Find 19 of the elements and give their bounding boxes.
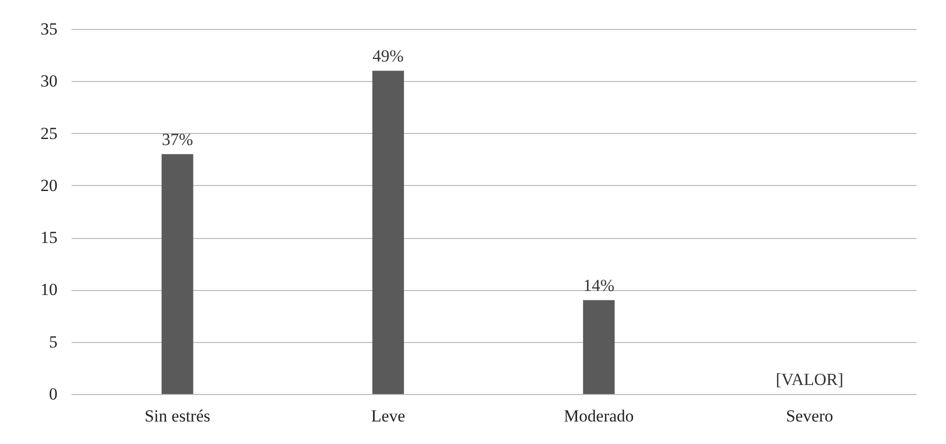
- annotation: 37%: [162, 130, 193, 150]
- x-tick-label: Moderado: [564, 406, 634, 426]
- x-tick-label: Severo: [786, 406, 834, 426]
- y-tick-label: 20: [40, 176, 58, 195]
- bar: [162, 154, 194, 394]
- y-tick-label: 35: [40, 20, 58, 38]
- annotation: 14%: [583, 276, 614, 296]
- y-tick-label: 10: [40, 280, 58, 300]
- y-tick-label: 5: [49, 332, 58, 352]
- annotation: 49%: [372, 46, 404, 66]
- y-tick-label: 0: [49, 384, 58, 404]
- annotation: [VALOR]: [776, 370, 844, 389]
- x-tick-label: Leve: [371, 406, 406, 426]
- x-tick-label: Sin estrés: [144, 406, 210, 426]
- y-tick-label: 25: [40, 124, 58, 143]
- y-tick-label: 15: [40, 228, 58, 248]
- y-tick-label: 30: [40, 72, 58, 91]
- bar: [583, 300, 615, 394]
- bar: [372, 70, 404, 394]
